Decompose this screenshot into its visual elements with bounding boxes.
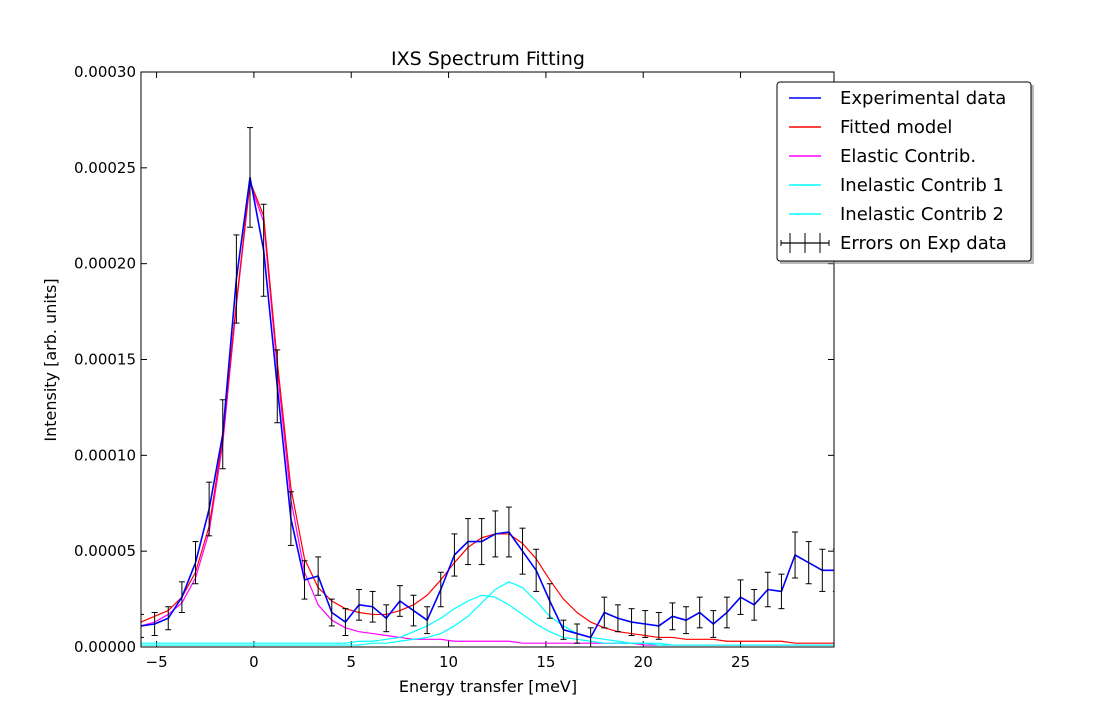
series-layer	[141, 176, 834, 646]
y-tick-label: 0.00000	[74, 638, 136, 656]
legend-label: Fitted model	[840, 117, 952, 138]
y-tick-label: 0.00005	[74, 542, 136, 560]
y-tick-label: 0.00020	[74, 255, 136, 273]
legend-label: Elastic Contrib.	[840, 146, 976, 167]
legend-label: Errors on Exp data	[840, 233, 1007, 254]
y-tick-label: 0.00030	[74, 63, 136, 81]
legend-items: Experimental data Fitted model Elastic Con…	[780, 88, 1007, 254]
x-tick-label: 15	[536, 653, 555, 671]
chart-title: IXS Spectrum Fitting	[391, 48, 585, 70]
legend-box	[776, 81, 1032, 262]
y-tick-label: 0.00015	[74, 351, 136, 369]
errorbar-layer	[141, 127, 834, 647]
x-axis-label: Energy transfer [meV]	[399, 677, 577, 696]
y-tick-label: 0.00010	[74, 446, 136, 464]
series-line-inelastic-contrib-2	[141, 581, 834, 646]
x-tick-label: 10	[439, 653, 458, 671]
x-tick-label: 5	[346, 653, 356, 671]
x-tick-label: 20	[634, 653, 653, 671]
legend: Experimental data Fitted model Elastic Con…	[776, 81, 1034, 264]
axis-ticks: −5 0 5 10 15 20 25 0.00000 0.00005 0.00010 0.00015…	[74, 63, 834, 671]
series-line-fitted-model	[141, 180, 834, 644]
series-line-experimental-data	[141, 176, 834, 639]
x-tick-label: −5	[146, 653, 168, 671]
x-tick-label: 0	[249, 653, 259, 671]
plot-area	[141, 72, 834, 647]
x-tick-label: 25	[731, 653, 750, 671]
legend-label: Experimental data	[840, 88, 1006, 109]
y-tick-label: 0.00025	[74, 159, 136, 177]
legend-label: Inelastic Contrib 2	[840, 204, 1004, 225]
y-axis-label: Intensity [arb. units]	[41, 278, 60, 441]
legend-label: Inelastic Contrib 1	[840, 175, 1004, 196]
plot-frame	[140, 71, 835, 648]
